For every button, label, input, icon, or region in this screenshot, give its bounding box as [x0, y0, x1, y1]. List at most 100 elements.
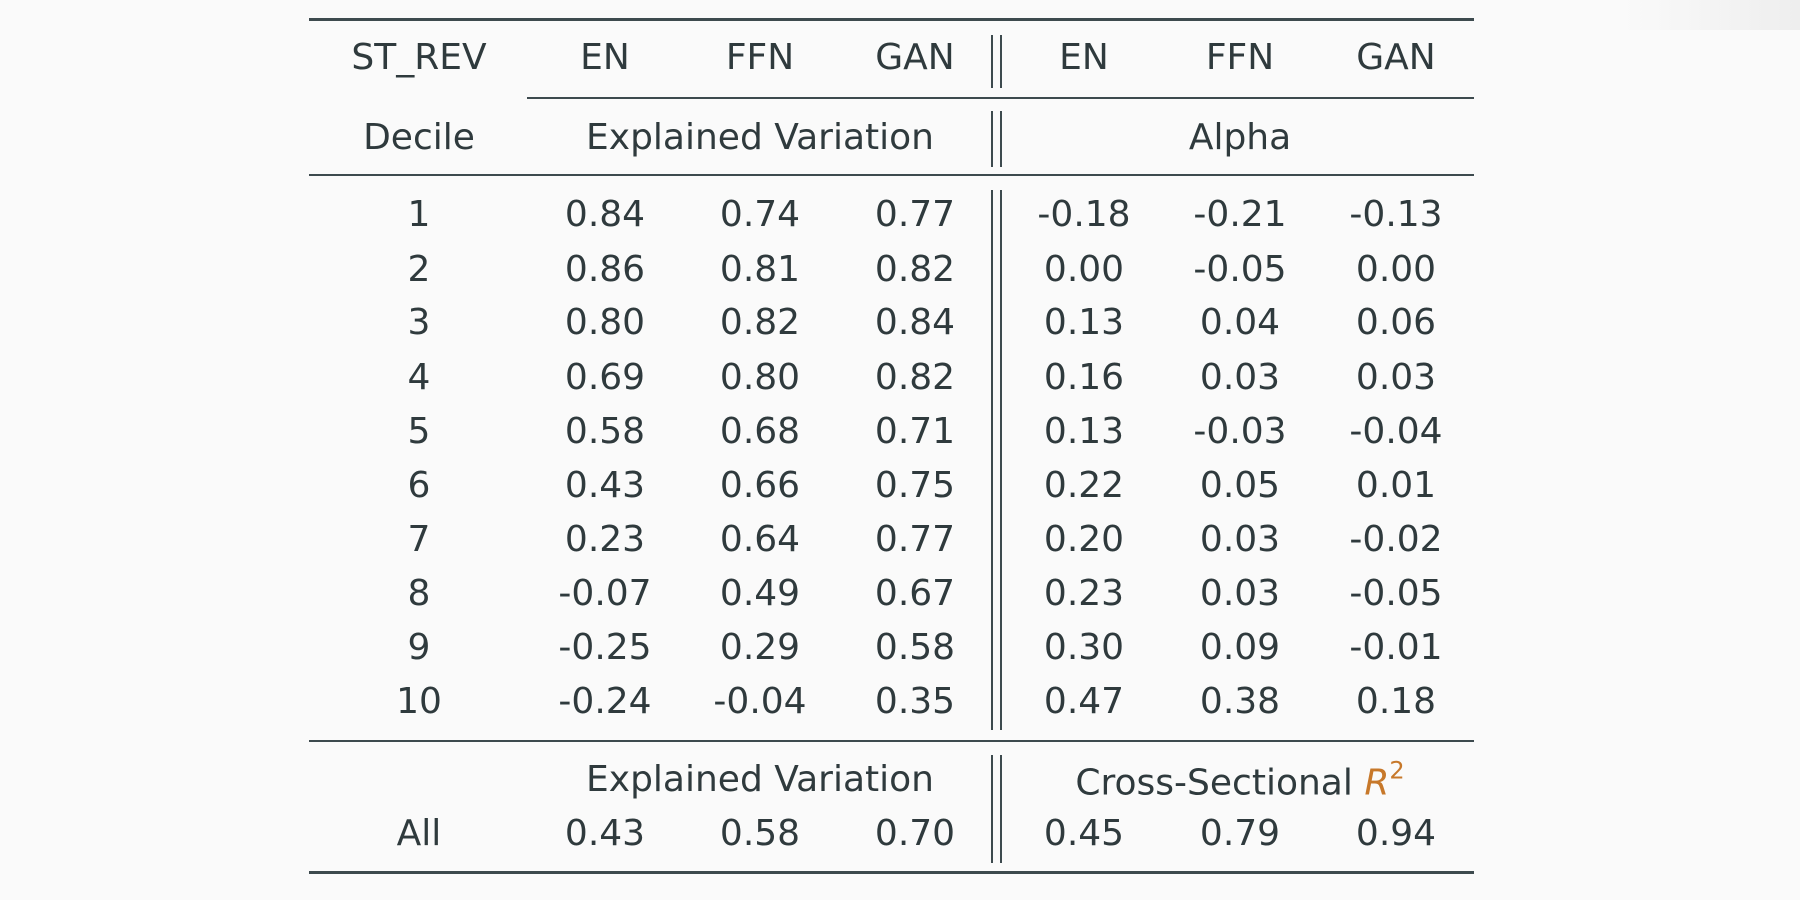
alpha-ffn-cell: 0.03 [1199, 357, 1281, 398]
left-col-header-gan: GAN [875, 37, 955, 78]
decile-cell: 6 [407, 465, 431, 506]
ev-ffn-cell: 0.80 [719, 357, 801, 398]
left-col-header-en: EN [580, 37, 630, 78]
ev-ffn-cell: 0.66 [719, 465, 801, 506]
divider-bar-summary-left [991, 755, 993, 863]
decile-cell: 1 [407, 194, 431, 235]
alpha-gan-cell: 0.06 [1355, 302, 1437, 343]
alpha-en-cell: 0.47 [1043, 681, 1125, 722]
bottom-rule [309, 871, 1474, 874]
decile-cell: 9 [407, 627, 431, 668]
decile-cell: 3 [407, 302, 431, 343]
divider-bar-sub-right [1000, 111, 1002, 167]
decile-cell: 10 [396, 681, 442, 722]
alpha-ffn-cell: 0.05 [1199, 465, 1281, 506]
decile-cell: 5 [407, 411, 431, 452]
ev-en-cell: 0.80 [564, 302, 646, 343]
ev-ffn-cell: 0.49 [719, 573, 801, 614]
alpha-ffn-cell: -0.21 [1193, 194, 1287, 235]
alpha-ffn-cell: 0.03 [1199, 519, 1281, 560]
right-col-header-en: EN [1059, 37, 1109, 78]
ev-en-cell: 0.58 [564, 411, 646, 452]
alpha-ffn-cell: 0.38 [1199, 681, 1281, 722]
ev-en-cell: 0.43 [564, 465, 646, 506]
alpha-en-cell: 0.00 [1043, 249, 1125, 290]
decile-cell: 4 [407, 357, 431, 398]
alpha-gan-cell: -0.05 [1349, 573, 1443, 614]
divider-bar-body-left [991, 190, 993, 730]
left-group-label: Explained Variation [586, 117, 934, 158]
ev-en-cell: 0.23 [564, 519, 646, 560]
right-col-header-ffn: FFN [1205, 37, 1275, 78]
divider-bar-summary-right [1000, 755, 1002, 863]
alpha-ffn-cell: -0.05 [1193, 249, 1287, 290]
header-cmidrule [527, 97, 1474, 99]
right-col-header-gan: GAN [1356, 37, 1436, 78]
divider-bar-body-right [1000, 190, 1002, 730]
ev-gan-cell: 0.71 [874, 411, 956, 452]
slide-edge-shadow [1620, 0, 1800, 30]
ev-ffn-cell: 0.68 [719, 411, 801, 452]
ev-ffn-cell: 0.81 [719, 249, 801, 290]
ev-gan-cell: 0.75 [874, 465, 956, 506]
summary-left-label: Explained Variation [586, 759, 934, 800]
ev-en-cell: 0.86 [564, 249, 646, 290]
ev-en-cell: 0.84 [564, 194, 646, 235]
summary-row-label: All [396, 813, 442, 854]
alpha-gan-cell: -0.13 [1349, 194, 1443, 235]
alpha-en-cell: 0.16 [1043, 357, 1125, 398]
alpha-en-cell: 0.13 [1043, 411, 1125, 452]
summary-right-label: Cross-Sectional R2 [1075, 759, 1404, 802]
ev-ffn-cell: 0.74 [719, 194, 801, 235]
divider-bar-header-left [991, 35, 993, 88]
decile-cell: 7 [407, 519, 431, 560]
alpha-en-cell: 0.23 [1043, 573, 1125, 614]
summary-r2-ffn-cell: 0.79 [1199, 813, 1281, 854]
alpha-ffn-cell: 0.04 [1199, 302, 1281, 343]
alpha-ffn-cell: 0.09 [1199, 627, 1281, 668]
ev-ffn-cell: 0.82 [719, 302, 801, 343]
ev-gan-cell: 0.84 [874, 302, 956, 343]
ev-ffn-cell: -0.04 [713, 681, 807, 722]
ev-gan-cell: 0.77 [874, 194, 956, 235]
ev-en-cell: -0.07 [558, 573, 652, 614]
corner-label: ST_REV [351, 37, 487, 78]
ev-gan-cell: 0.58 [874, 627, 956, 668]
row-label-header: Decile [363, 117, 475, 158]
ev-en-cell: -0.25 [558, 627, 652, 668]
results-table: ST_REV EN FFN GAN EN FFN GAN Decile Expl… [309, 0, 1474, 900]
summary-r2-en-cell: 0.45 [1043, 813, 1125, 854]
ev-en-cell: -0.24 [558, 681, 652, 722]
ev-gan-cell: 0.35 [874, 681, 956, 722]
alpha-gan-cell: 0.01 [1355, 465, 1437, 506]
alpha-en-cell: 0.22 [1043, 465, 1125, 506]
divider-bar-sub-left [991, 111, 993, 167]
summary-ev-gan-cell: 0.70 [874, 813, 956, 854]
alpha-en-cell: 0.13 [1043, 302, 1125, 343]
decile-cell: 2 [407, 249, 431, 290]
alpha-gan-cell: -0.02 [1349, 519, 1443, 560]
summary-ev-ffn-cell: 0.58 [719, 813, 801, 854]
top-rule [309, 18, 1474, 21]
summary-right-label-text: Cross-Sectional [1075, 762, 1353, 804]
ev-gan-cell: 0.82 [874, 357, 956, 398]
r-squared-exponent: 2 [1389, 756, 1405, 785]
ev-gan-cell: 0.67 [874, 573, 956, 614]
summary-r2-gan-cell: 0.94 [1355, 813, 1437, 854]
alpha-gan-cell: -0.01 [1349, 627, 1443, 668]
ev-en-cell: 0.69 [564, 357, 646, 398]
header-bottom-rule [309, 174, 1474, 176]
summary-ev-en-cell: 0.43 [564, 813, 646, 854]
r-squared-symbol: R [1364, 762, 1390, 804]
ev-ffn-cell: 0.64 [719, 519, 801, 560]
alpha-gan-cell: 0.03 [1355, 357, 1437, 398]
divider-bar-header-right [1000, 35, 1002, 88]
alpha-en-cell: 0.30 [1043, 627, 1125, 668]
alpha-ffn-cell: -0.03 [1193, 411, 1287, 452]
alpha-en-cell: -0.18 [1037, 194, 1131, 235]
ev-gan-cell: 0.77 [874, 519, 956, 560]
ev-ffn-cell: 0.29 [719, 627, 801, 668]
left-col-header-ffn: FFN [725, 37, 795, 78]
alpha-gan-cell: 0.18 [1355, 681, 1437, 722]
decile-cell: 8 [407, 573, 431, 614]
